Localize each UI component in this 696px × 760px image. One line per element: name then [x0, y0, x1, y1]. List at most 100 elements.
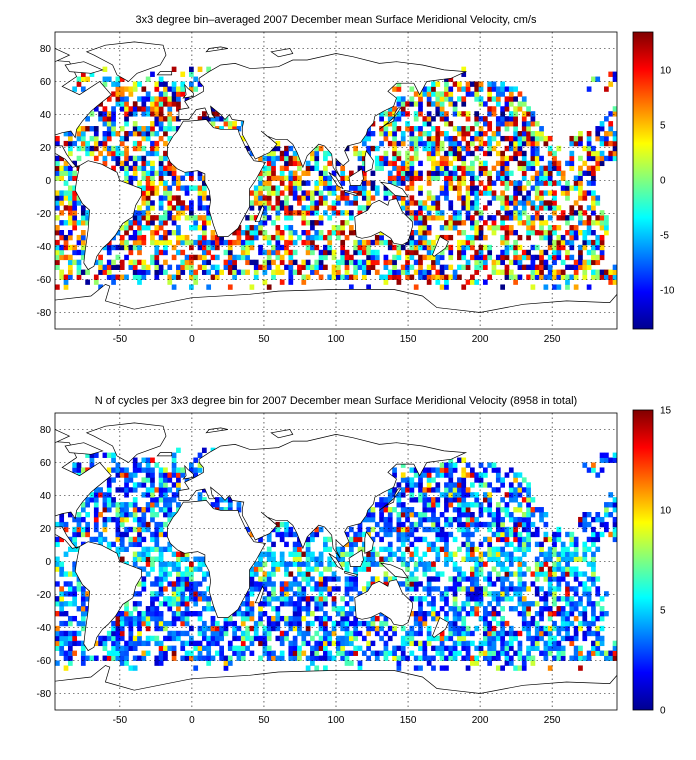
bin-cell [422, 230, 428, 236]
bin-cell [167, 497, 173, 503]
bin-cell [591, 155, 596, 162]
bin-cell [245, 635, 250, 642]
bin-cell [495, 635, 501, 642]
bin-cell [405, 640, 410, 647]
bin-cell [180, 596, 186, 602]
bin-cell [422, 615, 428, 622]
bin-cell [383, 526, 389, 533]
bin-cell [487, 249, 493, 256]
bin-cell [431, 274, 436, 280]
bin-cell [158, 126, 164, 132]
bin-cell [80, 126, 86, 132]
bin-cell [530, 244, 536, 251]
bin-cell [539, 571, 544, 577]
bin-cell [565, 556, 570, 562]
bin-cell [297, 566, 302, 572]
bin-cell [396, 180, 402, 186]
bin-cell [431, 175, 436, 181]
bin-cell [344, 249, 350, 256]
bin-cell [474, 521, 480, 528]
bin-cell [124, 96, 129, 102]
bin-cell [353, 581, 359, 587]
bin-cell [396, 111, 402, 117]
bin-cell [236, 269, 242, 275]
bin-cell [176, 180, 181, 186]
bin-cell [383, 571, 389, 577]
bin-cell [547, 160, 553, 167]
bin-cell [392, 155, 397, 162]
bin-cell [400, 96, 406, 102]
bin-cell [249, 576, 255, 582]
bin-cell [214, 244, 220, 251]
bin-cell [176, 586, 181, 592]
bin-cell [128, 234, 134, 241]
bin-cell [439, 131, 445, 137]
bin-cell [271, 571, 276, 577]
bin-cell [556, 244, 562, 251]
bin-cell [184, 620, 190, 627]
bin-cell [482, 259, 488, 266]
bin-cell [521, 477, 527, 483]
bin-cell [336, 200, 341, 206]
bin-cell [461, 96, 467, 102]
bin-cell [357, 190, 363, 196]
bin-cell [370, 546, 376, 552]
bin-cell [314, 650, 320, 656]
bin-cell [197, 175, 203, 181]
bin-cell [344, 551, 350, 557]
bin-cell [76, 586, 82, 592]
bin-cell [158, 650, 164, 656]
bin-cell [552, 571, 557, 577]
bin-cell [444, 234, 449, 241]
bin-cell [582, 259, 588, 266]
bin-cell [361, 586, 367, 592]
bin-cell [232, 635, 237, 642]
bin-cell [292, 249, 298, 256]
bin-cell [599, 269, 605, 275]
bin-cell [383, 620, 389, 627]
bin-cell [275, 215, 281, 221]
bin-cell [547, 581, 553, 587]
bin-cell [249, 640, 255, 647]
bin-cell [288, 264, 294, 270]
bin-cell [145, 635, 151, 642]
bin-cell [227, 239, 233, 246]
bin-cell [400, 165, 406, 171]
bin-cell [180, 551, 186, 557]
bin-cell [63, 140, 69, 147]
bin-cell [366, 244, 371, 251]
bin-cell [115, 274, 121, 280]
bin-cell [569, 210, 575, 216]
bin-cell [504, 86, 510, 92]
bin-cell [67, 140, 73, 147]
bin-cell [171, 462, 177, 468]
bin-cell [145, 190, 151, 196]
bin-cell [392, 507, 397, 513]
bin-cell [331, 576, 337, 582]
bin-cell [141, 586, 147, 592]
bin-cell [573, 175, 579, 181]
bin-cell [201, 180, 207, 186]
bin-cell [275, 244, 281, 251]
bin-cell [409, 96, 415, 102]
bin-cell [534, 175, 540, 181]
bin-cell [444, 116, 449, 122]
bin-cell [171, 586, 177, 592]
bin-cell [578, 249, 583, 256]
bin-cell [508, 586, 514, 592]
bin-cell [565, 596, 570, 602]
bin-cell [59, 635, 65, 642]
bin-cell [249, 606, 255, 612]
bin-cell [323, 630, 328, 637]
bin-cell [552, 165, 557, 171]
bin-cell [500, 477, 505, 483]
bin-cell [275, 195, 281, 201]
bin-cell [158, 160, 164, 167]
bin-cell [258, 155, 263, 162]
bin-cell [80, 145, 86, 152]
bin-cell [591, 650, 596, 656]
bin-cell [124, 516, 129, 523]
bin-cell [426, 655, 432, 661]
bin-cell [184, 264, 190, 270]
bin-cell [426, 601, 432, 607]
